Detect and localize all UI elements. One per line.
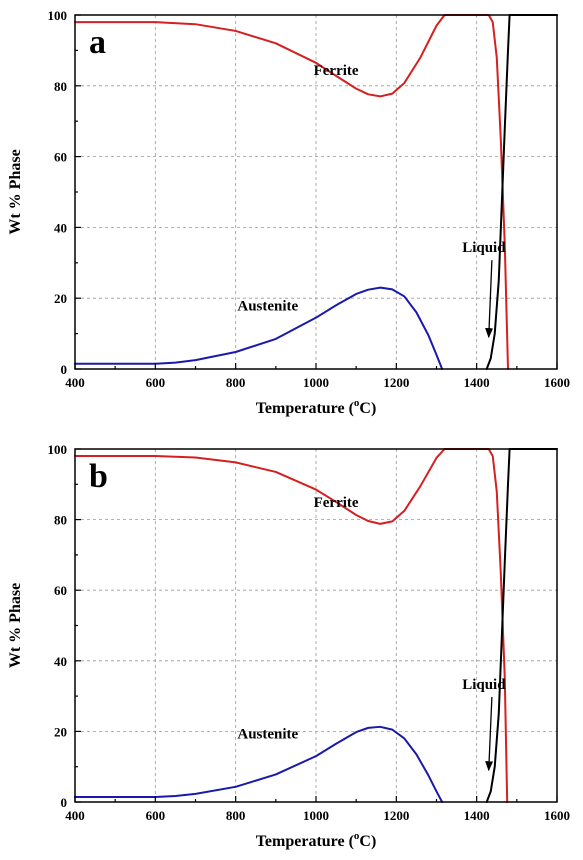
x-tick-label: 1000 — [303, 375, 329, 390]
series-line-austenite — [74, 725, 444, 803]
annotation-liquid: Liquid — [462, 677, 506, 693]
annotation-austenite: Austenite — [237, 299, 298, 315]
y-axis-title: Wt % Phase — [7, 583, 24, 668]
y-tick-label: 0 — [61, 362, 68, 377]
y-axis-title: Wt % Phase — [7, 149, 24, 234]
y-tick-label: 20 — [54, 291, 67, 306]
series-line-austenite — [74, 286, 444, 370]
panel-label: a — [89, 24, 106, 61]
annotation-arrow — [485, 260, 494, 339]
series-line-liquid — [485, 14, 558, 370]
series-line-ferrite — [74, 448, 509, 803]
x-tick-label: 600 — [146, 808, 166, 823]
x-tick-label: 1600 — [544, 375, 570, 390]
y-tick-label: 80 — [54, 79, 67, 94]
y-tick-label: 20 — [54, 724, 67, 739]
annotation-liquid: Liquid — [462, 240, 506, 256]
x-tick-label: 400 — [65, 808, 85, 823]
y-tick-label: 100 — [48, 442, 68, 457]
series-line-ferrite — [74, 14, 509, 370]
x-tick-label: 1200 — [383, 375, 409, 390]
x-tick-label: 800 — [226, 375, 246, 390]
x-axis-title: Temperature (oC) — [256, 830, 377, 850]
x-tick-label: 800 — [226, 808, 246, 823]
panel-label: b — [89, 458, 108, 495]
y-tick-label: 60 — [54, 150, 67, 165]
x-tick-label: 600 — [146, 375, 166, 390]
y-tick-label: 40 — [54, 654, 67, 669]
x-tick-label: 1400 — [464, 808, 490, 823]
annotation-austenite: Austenite — [237, 726, 298, 742]
y-tick-label: 80 — [54, 513, 67, 528]
x-tick-label: 1400 — [464, 375, 490, 390]
x-axis-title: Temperature (oC) — [256, 397, 377, 417]
annotation-ferrite: Ferrite — [314, 495, 359, 511]
annotation-ferrite: Ferrite — [314, 63, 359, 79]
x-tick-label: 1200 — [383, 808, 409, 823]
series-line-liquid — [485, 448, 558, 803]
x-tick-label: 400 — [65, 375, 85, 390]
x-tick-label: 1000 — [303, 808, 329, 823]
y-tick-label: 40 — [54, 220, 67, 235]
y-tick-label: 0 — [61, 795, 68, 810]
x-tick-label: 1600 — [544, 808, 570, 823]
chart-panel-a: 400 600 800 1000 1200 1400 1600 0 20 40 60 80 100 Tem… — [7, 8, 570, 417]
y-tick-label: 60 — [54, 583, 67, 598]
annotation-arrow — [485, 697, 494, 772]
y-tick-label: 100 — [48, 8, 68, 23]
chart-panel-b: 400 600 800 1000 1200 1400 1600 0 20 40 60 80 100 Tem… — [7, 442, 570, 850]
